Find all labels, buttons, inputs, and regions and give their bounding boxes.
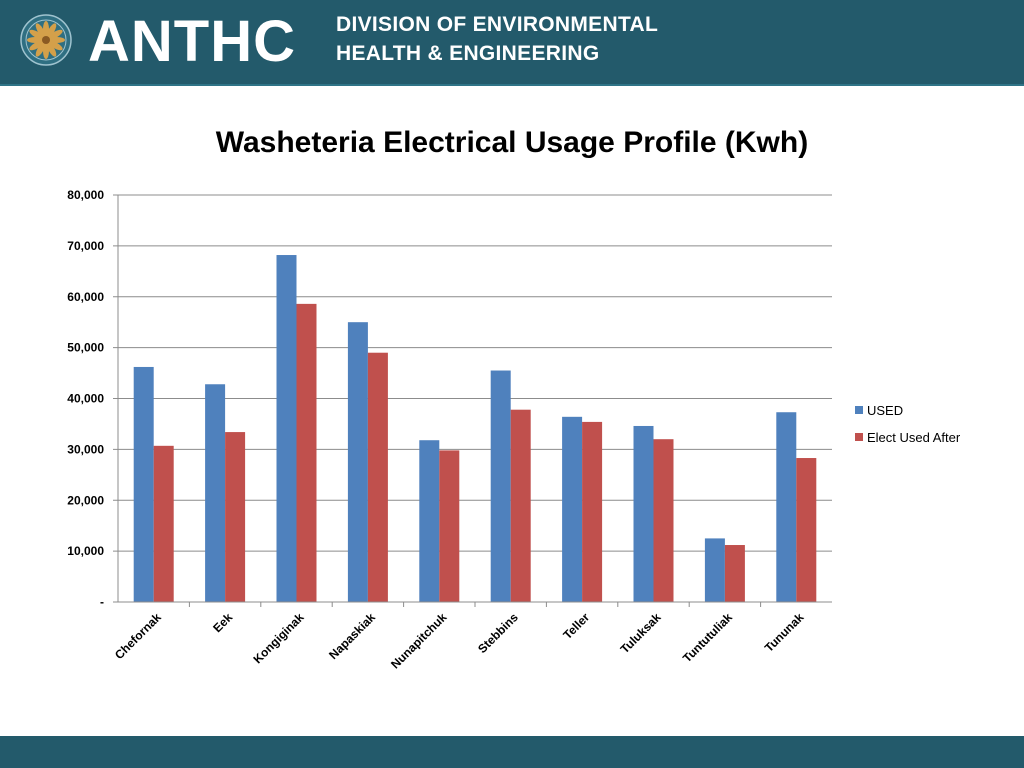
bars: [133, 255, 817, 602]
x-category-label: Nunapitchuk: [388, 610, 450, 672]
bar-elect-used-after: [153, 445, 174, 602]
bar-elect-used-after: [367, 352, 388, 602]
chart-title: Washeteria Electrical Usage Profile (Kwh…: [216, 126, 808, 159]
y-tick-label: 50,000: [67, 341, 104, 355]
bar-used: [562, 416, 583, 602]
x-category-label: Tuntutuliak: [680, 610, 735, 665]
y-tick-label: -: [100, 595, 104, 609]
bar-elect-used-after: [653, 439, 674, 602]
x-category-label: Kongiginak: [251, 610, 307, 666]
x-category-label: Tununak: [762, 610, 807, 655]
bar-elect-used-after: [724, 545, 745, 602]
y-tick-label: 60,000: [67, 290, 104, 304]
y-tick-label: 10,000: [67, 544, 104, 558]
x-category-label: Napaskiak: [326, 610, 378, 662]
x-category-label: Chefornak: [112, 610, 164, 662]
bar-elect-used-after: [582, 421, 603, 602]
legend-swatch: [855, 406, 863, 414]
org-name: ANTHC: [88, 9, 296, 74]
division-name: DIVISION OF ENVIRONMENTAL HEALTH & ENGIN…: [336, 10, 658, 68]
anthc-seal-icon: [20, 14, 72, 66]
y-tick-label: 20,000: [67, 493, 104, 507]
header-banner: ANTHC DIVISION OF ENVIRONMENTAL HEALTH &…: [0, 0, 1024, 86]
division-line-2: HEALTH & ENGINEERING: [336, 42, 600, 65]
bar-used: [419, 440, 440, 602]
division-line-1: DIVISION OF ENVIRONMENTAL: [336, 13, 659, 36]
bar-used: [776, 412, 797, 602]
bar-used: [205, 384, 226, 602]
y-tick-label: 70,000: [67, 239, 104, 253]
legend-label: Elect Used After: [867, 430, 961, 445]
bar-elect-used-after: [225, 432, 246, 602]
bar-used: [347, 322, 368, 602]
x-category-label: Tuluksak: [618, 610, 664, 656]
legend-label: USED: [867, 403, 903, 418]
bar-used: [133, 366, 154, 602]
y-tick-label: 30,000: [67, 442, 104, 456]
bar-used: [276, 255, 297, 602]
bar-elect-used-after: [510, 409, 531, 602]
x-category-label: Eek: [210, 610, 235, 635]
x-category-label: Teller: [560, 610, 592, 642]
y-tick-label: 80,000: [67, 188, 104, 202]
x-category-label: Stebbins: [475, 610, 521, 656]
bar-elect-used-after: [439, 450, 460, 602]
bar-chart: Washeteria Electrical Usage Profile (Kwh…: [67, 126, 961, 672]
legend: USED Elect Used After: [855, 403, 961, 445]
bar-elect-used-after: [796, 458, 817, 602]
bar-used: [490, 370, 511, 602]
footer-bar: [0, 736, 1024, 768]
bar-used: [704, 538, 725, 602]
legend-swatch: [855, 433, 863, 441]
bar-used: [633, 425, 654, 602]
y-tick-label: 40,000: [67, 392, 104, 406]
bar-elect-used-after: [296, 303, 317, 602]
